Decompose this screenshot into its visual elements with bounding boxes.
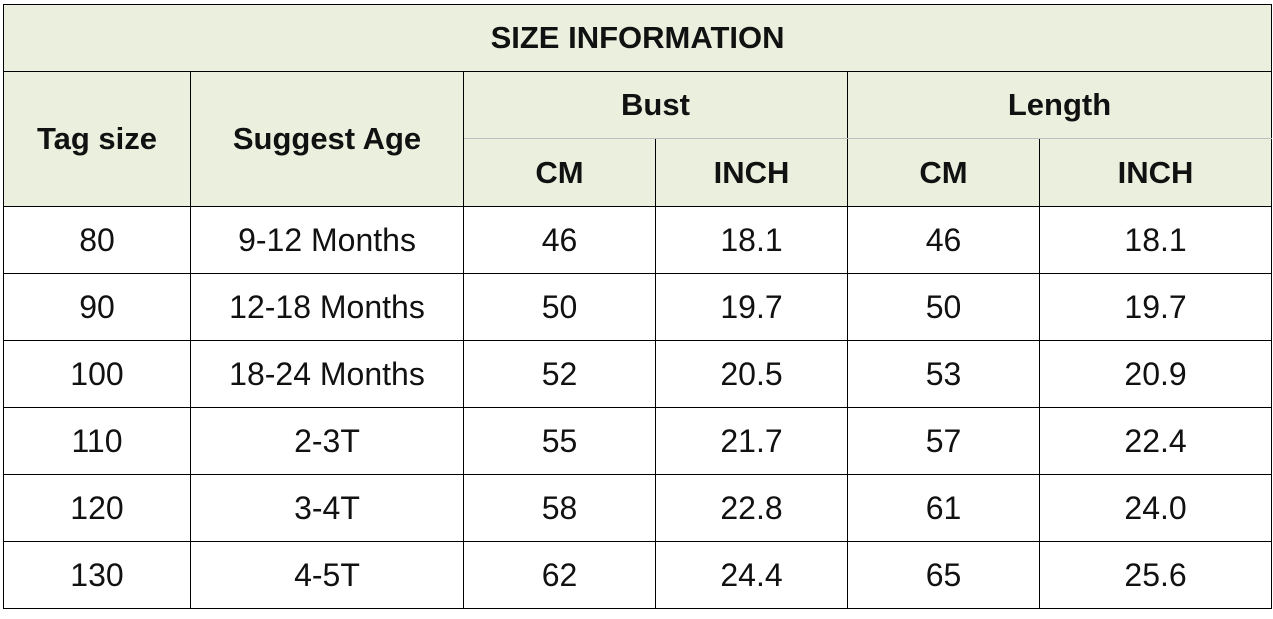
header-bust-inch: INCH <box>655 138 848 207</box>
cell-suggest-age: 3-4T <box>190 474 464 542</box>
cell-length-inch: 24.0 <box>1038 474 1273 542</box>
cell-length-cm: 50 <box>847 273 1040 341</box>
cell-length-cm: 46 <box>847 206 1040 274</box>
table-row: 130 4-5T 62 24.4 65 25.6 <box>3 541 1273 609</box>
cell-tag-size: 110 <box>3 407 191 475</box>
cell-tag-size: 80 <box>3 206 191 274</box>
header-bust-cm: CM <box>463 138 656 207</box>
size-information-table: SIZE INFORMATION Tag size Suggest Age Bu… <box>2 4 1273 609</box>
cell-length-cm: 53 <box>847 340 1040 408</box>
table-row: 80 9-12 Months 46 18.1 46 18.1 <box>3 206 1273 274</box>
header-length-cm: CM <box>847 138 1040 207</box>
header-length: Length <box>846 71 1273 139</box>
table-row: 110 2-3T 55 21.7 57 22.4 <box>3 407 1273 475</box>
header-length-inch: INCH <box>1038 138 1273 207</box>
cell-bust-cm: 55 <box>463 407 656 475</box>
header-tag-size: Tag size <box>3 71 191 207</box>
cell-length-inch: 20.9 <box>1038 340 1273 408</box>
cell-bust-cm: 58 <box>463 474 656 542</box>
cell-length-inch: 25.6 <box>1038 541 1273 609</box>
cell-bust-inch: 24.4 <box>655 541 848 609</box>
cell-tag-size: 130 <box>3 541 191 609</box>
cell-bust-inch: 18.1 <box>655 206 848 274</box>
cell-suggest-age: 12-18 Months <box>190 273 464 341</box>
header-bust: Bust <box>463 71 848 139</box>
cell-bust-cm: 52 <box>463 340 656 408</box>
cell-length-inch: 22.4 <box>1038 407 1273 475</box>
size-table-container: SIZE INFORMATION Tag size Suggest Age Bu… <box>2 4 1273 609</box>
cell-tag-size: 100 <box>3 340 191 408</box>
cell-bust-cm: 62 <box>463 541 656 609</box>
cell-length-cm: 65 <box>847 541 1040 609</box>
cell-bust-inch: 21.7 <box>655 407 848 475</box>
cell-bust-inch: 22.8 <box>655 474 848 542</box>
cell-length-cm: 61 <box>847 474 1040 542</box>
cell-tag-size: 90 <box>3 273 191 341</box>
cell-suggest-age: 4-5T <box>190 541 464 609</box>
cell-suggest-age: 18-24 Months <box>190 340 464 408</box>
cell-bust-inch: 20.5 <box>655 340 848 408</box>
header-suggest-age: Suggest Age <box>190 71 464 207</box>
title-row: SIZE INFORMATION <box>2 4 1273 72</box>
header-row-1: Tag size Suggest Age Bust Length <box>3 71 1273 207</box>
table-row: 100 18-24 Months 52 20.5 53 20.9 <box>3 340 1273 408</box>
cell-tag-size: 120 <box>3 474 191 542</box>
cell-length-inch: 18.1 <box>1038 206 1273 274</box>
cell-bust-cm: 46 <box>463 206 656 274</box>
table-row: 90 12-18 Months 50 19.7 50 19.7 <box>3 273 1273 341</box>
header-row-2: CM INCH CM INCH <box>4 138 1273 207</box>
cell-length-cm: 57 <box>847 407 1040 475</box>
cell-bust-cm: 50 <box>463 273 656 341</box>
table-title: SIZE INFORMATION <box>2 4 1273 72</box>
cell-bust-inch: 19.7 <box>655 273 848 341</box>
cell-suggest-age: 2-3T <box>190 407 464 475</box>
cell-length-inch: 19.7 <box>1038 273 1273 341</box>
cell-suggest-age: 9-12 Months <box>190 206 464 274</box>
table-row: 120 3-4T 58 22.8 61 24.0 <box>3 474 1273 542</box>
